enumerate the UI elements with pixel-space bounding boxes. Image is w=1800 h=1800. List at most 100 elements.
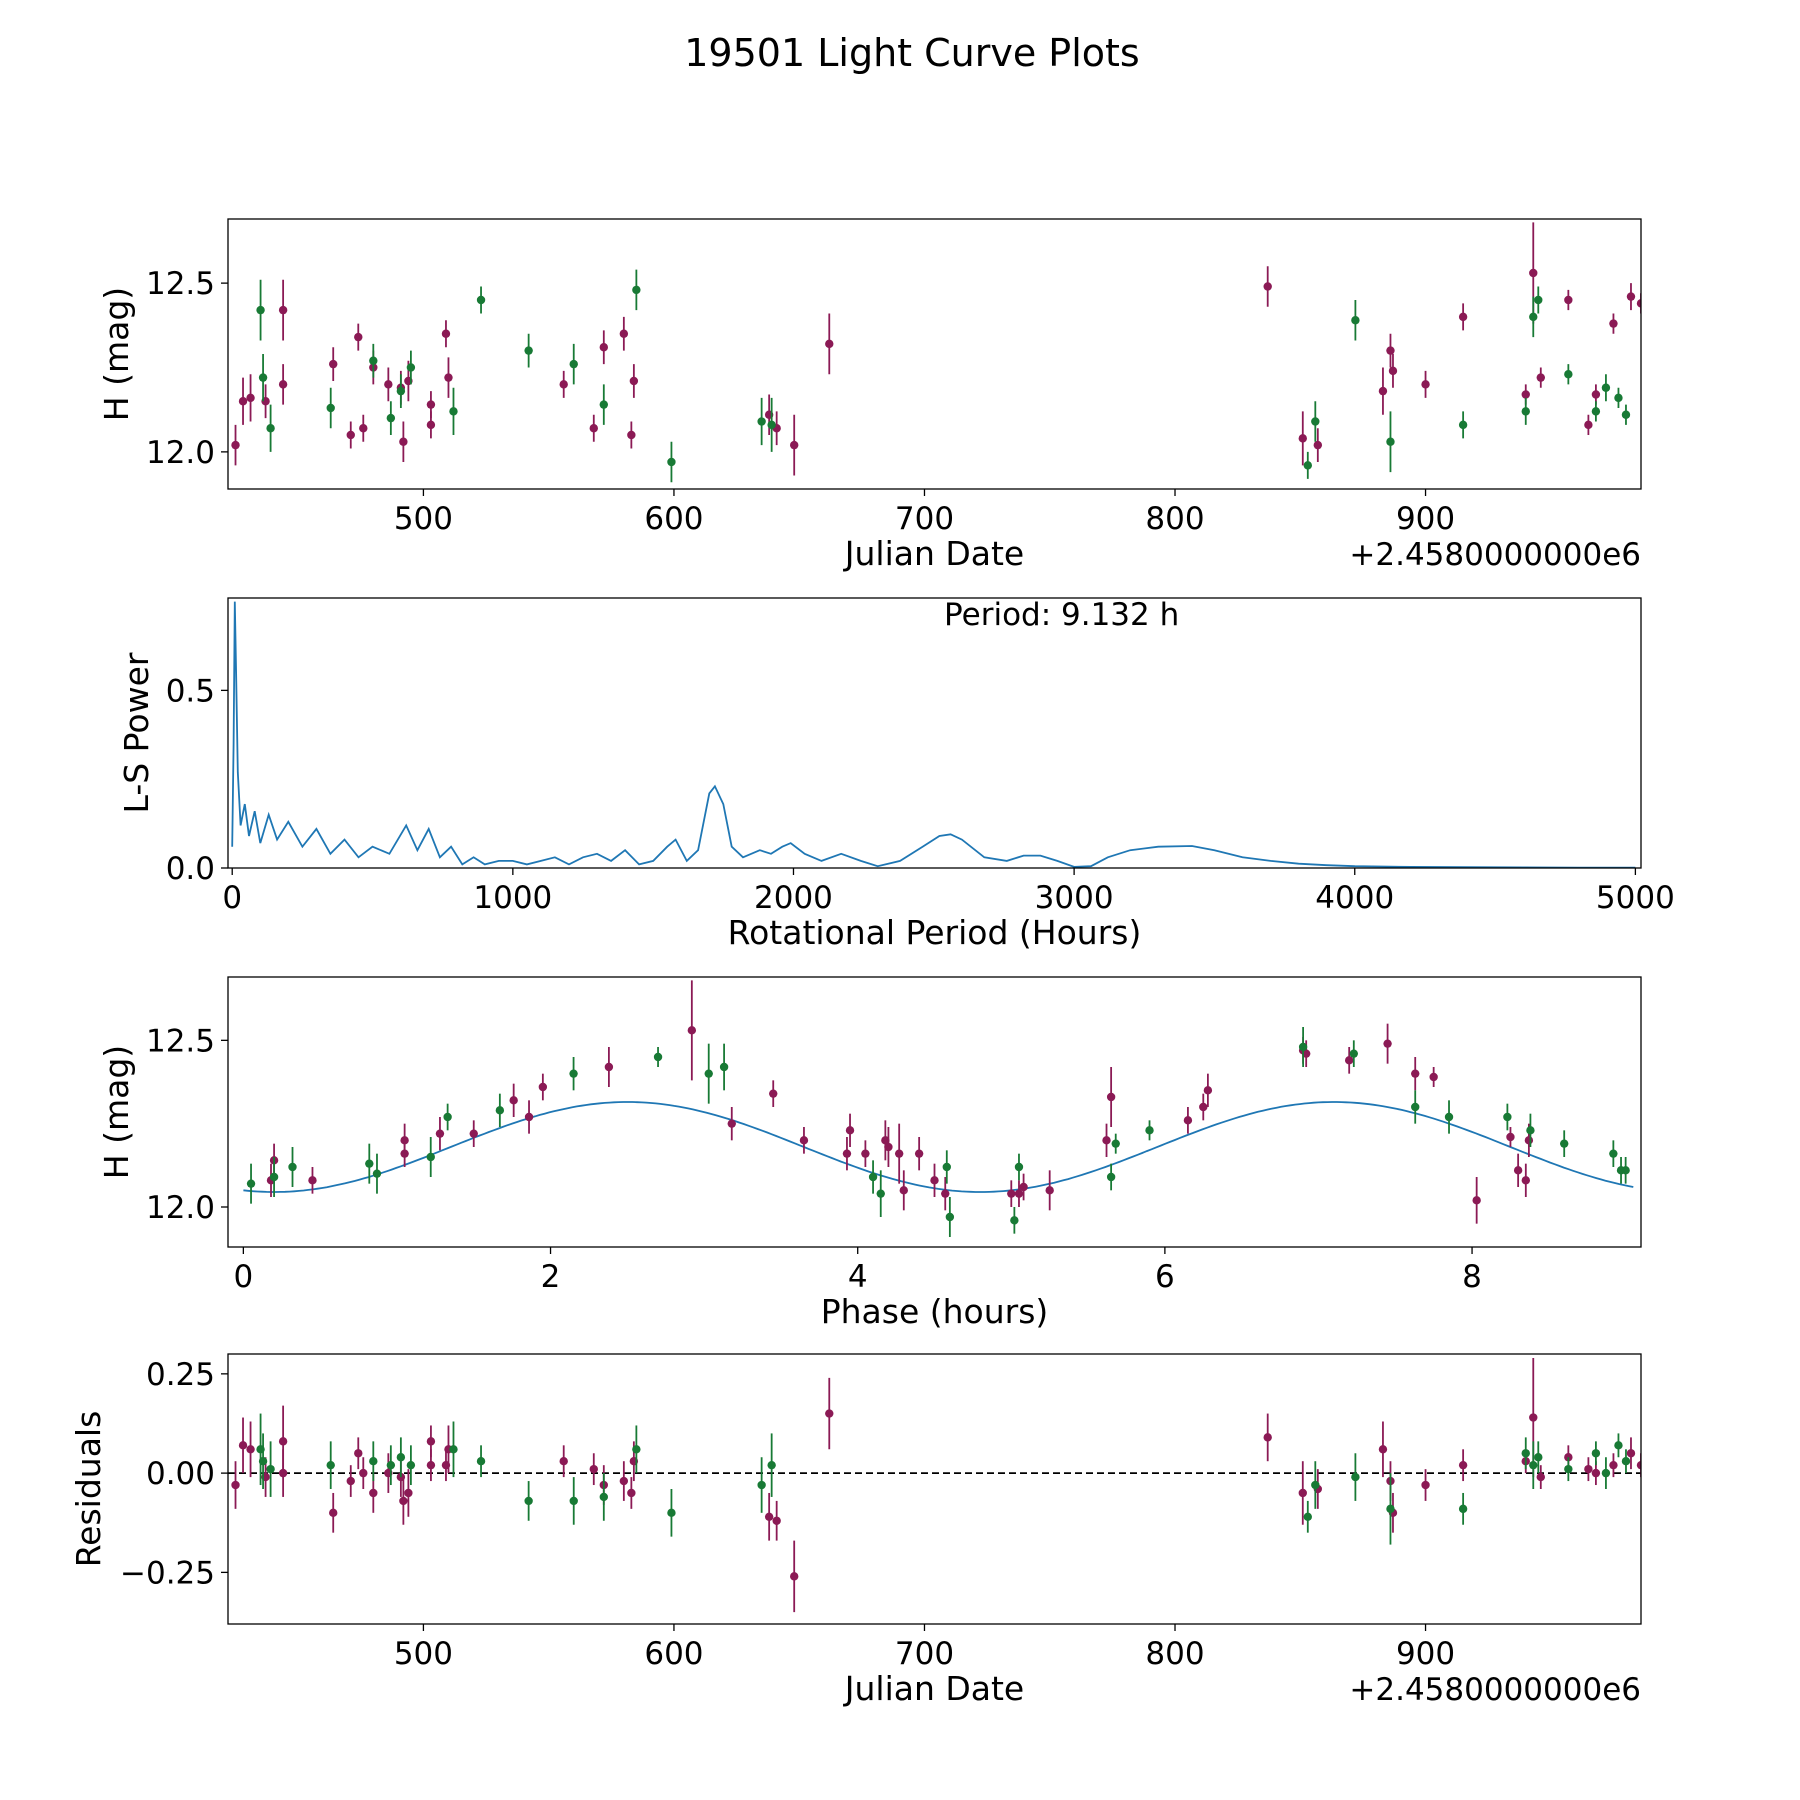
y-tick-label: 0.5 (166, 673, 215, 709)
data-point (1351, 316, 1360, 325)
x-tick-label: 700 (895, 1636, 954, 1672)
periodogram-y-axis-label: L-S Power (117, 652, 156, 813)
data-point (627, 1488, 636, 1498)
data-point (1303, 1512, 1312, 1521)
data-point (1584, 1464, 1593, 1474)
data-point (1614, 1441, 1623, 1450)
x-tick-label: 1000 (473, 880, 552, 916)
data-point (1313, 440, 1323, 450)
data-point (1145, 1126, 1154, 1135)
data-point (1458, 1460, 1468, 1470)
data-point (1521, 1176, 1531, 1185)
data-point (246, 393, 255, 403)
data-point (619, 329, 629, 338)
data-point (559, 1457, 568, 1466)
data-point (278, 1437, 288, 1446)
data-point (757, 1480, 766, 1490)
data-point (629, 376, 639, 386)
data-point (559, 380, 568, 389)
data-point (881, 1136, 890, 1145)
data-point (769, 1089, 778, 1098)
data-point (278, 380, 288, 389)
data-point (426, 420, 436, 430)
raw-y-axis-label: H (mag) (97, 287, 136, 421)
data-point (764, 1512, 774, 1521)
data-point (1621, 1166, 1630, 1175)
data-point (386, 413, 396, 423)
data-point (842, 1149, 852, 1158)
data-point (941, 1189, 950, 1198)
data-point (1526, 1126, 1535, 1135)
data-point (1349, 1049, 1358, 1058)
data-point (945, 1212, 955, 1222)
data-point (386, 1460, 396, 1470)
data-point (632, 285, 641, 295)
data-point (1007, 1189, 1016, 1198)
data-point (238, 1441, 248, 1450)
y-tick-label: 12.0 (146, 1190, 215, 1226)
data-point (1014, 1189, 1024, 1198)
data-point (1636, 1460, 1641, 1470)
data-point (632, 1445, 641, 1454)
data-point (524, 1496, 533, 1506)
data-point (1458, 1504, 1468, 1514)
data-point (1311, 417, 1320, 426)
y-tick-label: 0.25 (146, 1357, 215, 1393)
data-point (288, 1162, 297, 1172)
data-point (372, 1169, 382, 1178)
x-tick-label: 800 (1145, 501, 1204, 537)
data-point (1303, 461, 1312, 470)
data-point (231, 1480, 240, 1490)
data-point (369, 356, 378, 365)
data-point (1503, 1112, 1512, 1122)
x-tick-label: 3000 (1035, 880, 1114, 916)
data-point (1609, 1460, 1618, 1470)
data-point (1529, 1413, 1538, 1422)
x-tick-label: 600 (644, 501, 703, 537)
data-point (790, 1572, 799, 1581)
data-point (359, 424, 368, 433)
data-point (1601, 1468, 1611, 1478)
data-point (231, 440, 240, 450)
data-point (1591, 390, 1601, 399)
x-tick-label: 2000 (754, 880, 833, 916)
data-point (266, 424, 275, 433)
data-point (326, 1460, 335, 1470)
data-point (1010, 1216, 1019, 1225)
data-point (346, 1476, 355, 1486)
data-point (942, 1162, 951, 1172)
data-point (476, 295, 486, 305)
data-point (1534, 1453, 1543, 1462)
data-point (346, 430, 355, 440)
data-point (1564, 1464, 1573, 1474)
data-point (599, 400, 608, 409)
data-point (1019, 1182, 1028, 1192)
data-point (799, 1136, 809, 1145)
residuals-offset-text: +2.4580000000e6 (1349, 1672, 1641, 1708)
x-tick-label: 500 (394, 501, 453, 537)
data-point (1458, 420, 1468, 430)
data-point (278, 1468, 288, 1478)
data-point (476, 1457, 486, 1466)
phased-axes-frame (227, 976, 1642, 1248)
data-point (1301, 1049, 1311, 1058)
data-point (404, 1488, 413, 1498)
x-tick-label: 4000 (1315, 880, 1394, 916)
residuals-y-axis-label: Residuals (69, 1411, 108, 1568)
data-point (400, 1149, 409, 1158)
data-point (667, 1508, 676, 1518)
data-point (406, 1460, 416, 1470)
power-line (231, 601, 1636, 868)
x-tick-label: 900 (1396, 1636, 1455, 1672)
data-point (329, 1508, 338, 1518)
data-point (1014, 1162, 1024, 1172)
data-point (441, 329, 451, 338)
data-point (1378, 1445, 1388, 1454)
data-point (861, 1149, 870, 1158)
data-point (914, 1149, 924, 1158)
data-point (1458, 312, 1468, 322)
y-tick-label: 12.0 (146, 435, 215, 471)
data-point (1298, 1488, 1307, 1498)
phased-panel: 0 2 4 6 8 12.0 12.5 Phase (hours) H (mag) (97, 976, 1642, 1331)
data-point (426, 400, 436, 409)
